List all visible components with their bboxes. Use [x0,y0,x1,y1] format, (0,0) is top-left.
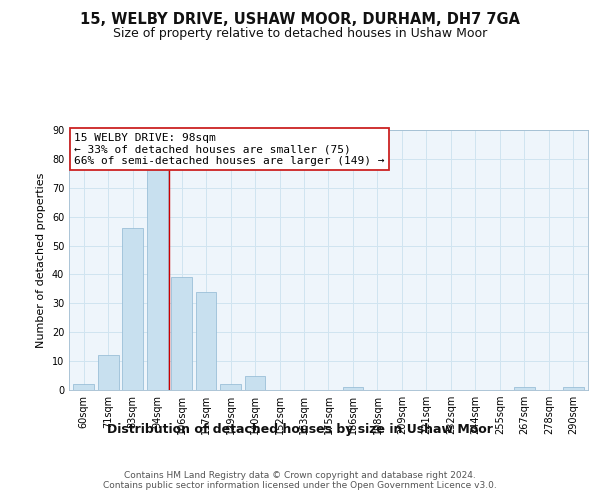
Text: 15, WELBY DRIVE, USHAW MOOR, DURHAM, DH7 7GA: 15, WELBY DRIVE, USHAW MOOR, DURHAM, DH7… [80,12,520,28]
Bar [147,170,167,390]
Bar [122,228,143,390]
Bar [343,387,364,390]
Bar [73,384,94,390]
Bar [563,387,584,390]
Bar [98,356,119,390]
Y-axis label: Number of detached properties: Number of detached properties [36,172,46,348]
Bar [220,384,241,390]
Text: Distribution of detached houses by size in Ushaw Moor: Distribution of detached houses by size … [107,422,493,436]
Text: 15 WELBY DRIVE: 98sqm
← 33% of detached houses are smaller (75)
66% of semi-deta: 15 WELBY DRIVE: 98sqm ← 33% of detached … [74,132,385,166]
Bar [196,292,217,390]
Text: Size of property relative to detached houses in Ushaw Moor: Size of property relative to detached ho… [113,28,487,40]
Text: Contains HM Land Registry data © Crown copyright and database right 2024.
Contai: Contains HM Land Registry data © Crown c… [103,470,497,490]
Bar [245,376,265,390]
Bar [514,387,535,390]
Bar [171,278,192,390]
